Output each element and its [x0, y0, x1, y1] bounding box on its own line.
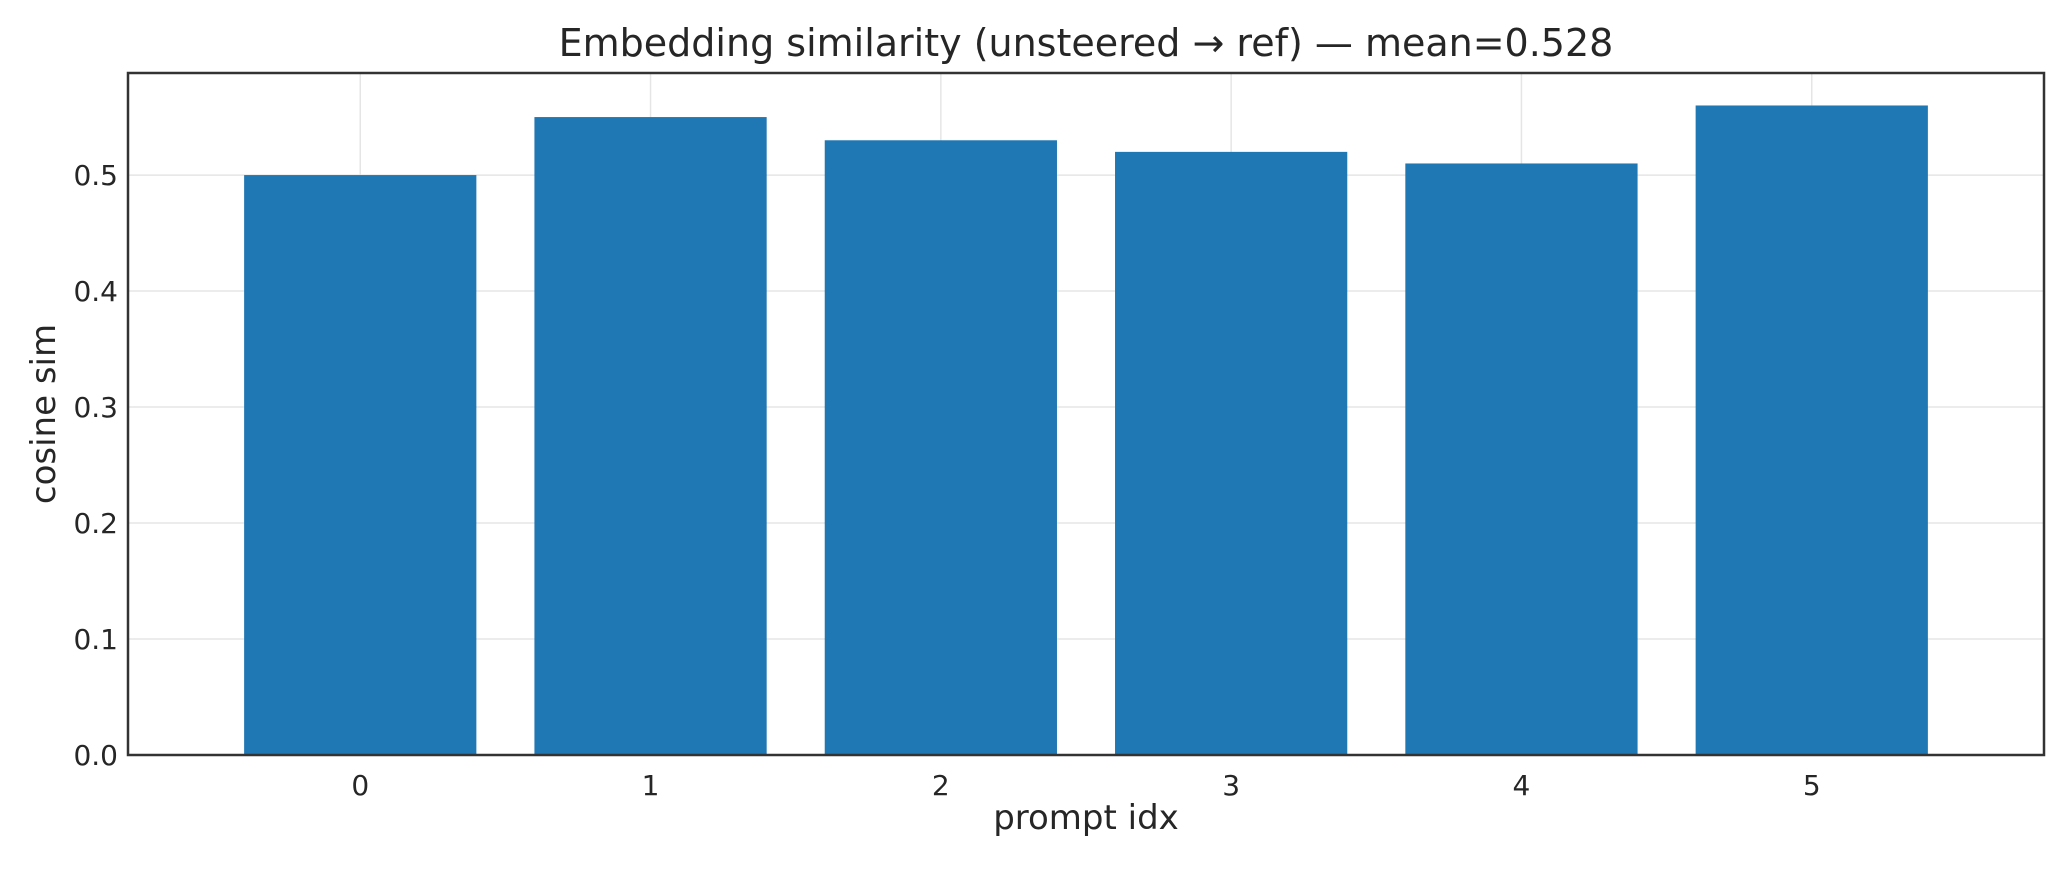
x-tick-label: 2	[932, 769, 950, 802]
plot-frame	[126, 71, 2046, 757]
bar-prompt-0	[244, 175, 477, 756]
x-tick-label: 5	[1803, 769, 1821, 802]
y-tick-label: 0.1	[73, 623, 118, 656]
x-tick-label: 3	[1222, 769, 1240, 802]
y-axis-label: cosine sim	[24, 324, 64, 504]
y-tick-label: 0.3	[73, 391, 118, 424]
bars-layer	[244, 105, 1928, 756]
y-tick-label: 0.4	[73, 275, 118, 308]
bar-prompt-5	[1695, 105, 1928, 755]
bar-prompt-4	[1405, 163, 1638, 756]
y-tick-label: 0.0	[73, 739, 118, 772]
bar-prompt-3	[1115, 151, 1348, 756]
x-tick-label: 0	[351, 769, 369, 802]
y-tick-label: 0.5	[73, 159, 118, 192]
bar-prompt-1	[534, 117, 767, 755]
y-ticks: 0.0 0.1 0.2 0.3 0.4 0.5	[73, 159, 118, 772]
y-tick-label: 0.2	[73, 507, 118, 540]
x-ticks: 0 1 2 3 4 5	[351, 769, 1820, 802]
x-tick-label: 4	[1513, 769, 1531, 802]
x-tick-label: 1	[642, 769, 660, 802]
bar-prompt-2	[824, 140, 1057, 756]
x-axis-label: prompt idx	[993, 798, 1179, 838]
chart-title: Embedding similarity (unsteered → ref) —…	[559, 21, 1614, 65]
